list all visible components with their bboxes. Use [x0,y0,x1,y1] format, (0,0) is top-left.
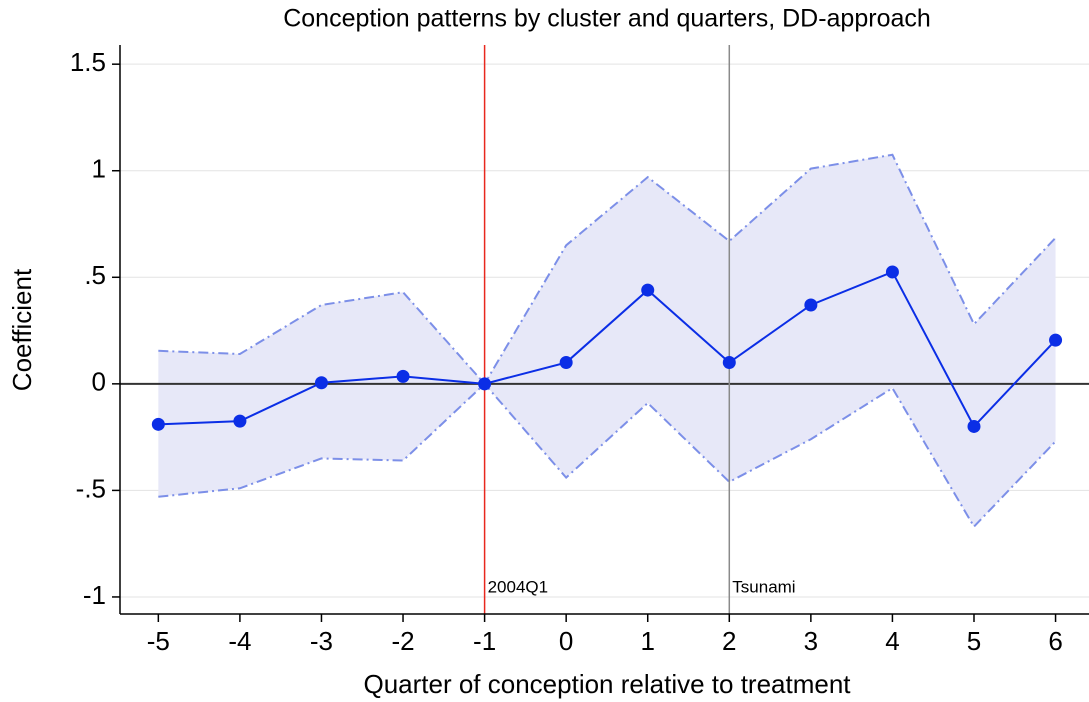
coefficient-point [478,377,492,391]
reference-label: 2004Q1 [488,577,549,596]
x-tick-label: 2 [722,626,736,656]
x-tick-label: -1 [473,626,496,656]
chart-title: Conception patterns by cluster and quart… [283,5,931,33]
x-tick-label: 1 [640,626,654,656]
coefficient-point [1049,333,1063,347]
x-axis-label: Quarter of conception relative to treatm… [363,669,851,699]
y-axis-label: Coefficient [7,268,37,391]
y-tick-label: 0 [92,367,106,397]
x-tick-label: 0 [559,626,573,656]
y-tick-label: 1 [92,154,106,184]
x-tick-label: 3 [804,626,818,656]
confidence-bound [158,153,1057,386]
coefficient-point [233,414,247,428]
x-tick-label: -3 [310,626,333,656]
x-tick-label: -4 [228,626,251,656]
confidence-band [158,154,1056,527]
coefficient-point [396,369,410,383]
coefficient-point [314,376,328,390]
x-tick-label: 4 [885,626,899,656]
coefficient-line [158,270,1057,429]
coefficient-point [804,298,818,312]
coefficient-point [967,419,981,433]
x-tick-label: -2 [391,626,414,656]
y-tick-label: 1.5 [70,47,106,77]
x-tick-label: 6 [1048,626,1062,656]
coefficient-point [641,283,655,297]
x-tick-label: -5 [147,626,170,656]
coefficient-point [559,356,573,370]
coefficient-point [722,356,736,370]
coefficient-point [885,265,899,279]
confidence-bound [158,382,1057,529]
x-tick-label: 5 [967,626,981,656]
y-tick-label: -1 [83,580,106,610]
coefficient-point [151,417,165,431]
y-tick-label: .5 [84,260,106,290]
y-tick-label: -.5 [76,473,106,503]
reference-label: Tsunami [732,577,795,596]
